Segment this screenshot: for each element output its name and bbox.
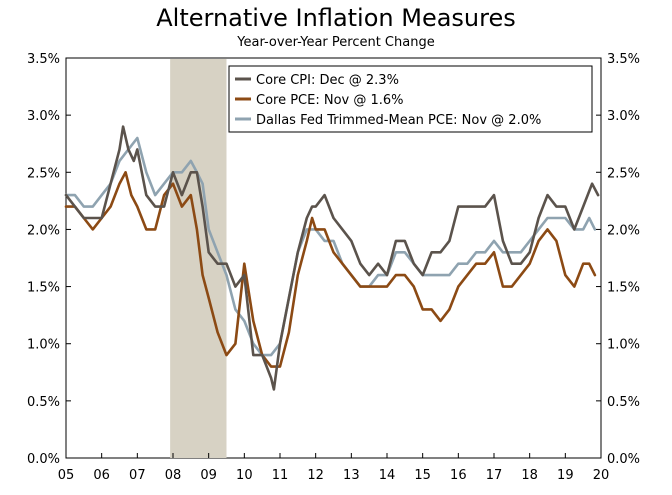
recession-shading: [170, 59, 227, 458]
y-tick-label-left: 1.0%: [27, 338, 60, 353]
x-tick-label: 18: [521, 468, 538, 483]
y-tick-label-left: 3.0%: [27, 109, 60, 124]
y-tick-label-right: 1.0%: [607, 338, 640, 353]
chart-title: Alternative Inflation Measures: [156, 4, 516, 32]
x-tick-label: 08: [165, 468, 182, 483]
y-tick-label-right: 0.0%: [607, 452, 640, 467]
x-tick-label: 06: [93, 468, 110, 483]
x-tick-label: 15: [414, 468, 431, 483]
y-tick-label-right: 0.5%: [607, 395, 640, 410]
y-tick-label-right: 2.5%: [607, 166, 640, 181]
x-tick-label: 13: [343, 468, 360, 483]
axis-layer: 0.0% 0.0% 0.5% 0.5% 1.0% 1.0% 1.5% 1.5% 2.0% 2.0%…: [27, 52, 640, 483]
y-tick-label-right: 2.0%: [607, 223, 640, 238]
legend-label-1: Core PCE: Nov @ 1.6%: [256, 93, 404, 108]
series-layer: [64, 125, 600, 391]
x-tick-label: 12: [307, 468, 324, 483]
y-tick-label-right: 3.0%: [607, 109, 640, 124]
series-line-1: [64, 171, 597, 368]
y-tick-label-right: 1.5%: [607, 281, 640, 296]
x-tick-label: 20: [593, 468, 610, 483]
y-tick-label-left: 2.0%: [27, 223, 60, 238]
y-tick-label-left: 2.5%: [27, 166, 60, 181]
legend-label-2: Dallas Fed Trimmed-Mean PCE: Nov @ 2.0%: [256, 113, 541, 128]
y-tick-label-left: 0.5%: [27, 395, 60, 410]
chart-subtitle: Year-over-Year Percent Change: [237, 35, 435, 50]
x-tick-label: 16: [450, 468, 467, 483]
x-tick-label: 19: [557, 468, 574, 483]
recession-shading-layer: [170, 59, 227, 458]
plot-area: [65, 57, 602, 459]
y-tick-label-left: 1.5%: [27, 281, 60, 296]
y-tick-label-left: 0.0%: [27, 452, 60, 467]
legend: Core CPI: Dec @ 2.3% Core PCE: Nov @ 1.6%…: [228, 65, 593, 133]
x-tick-label: 09: [200, 468, 217, 483]
series-line-0: [64, 125, 600, 391]
y-tick-label-right: 3.5%: [607, 52, 640, 67]
legend-label-0: Core CPI: Dec @ 2.3%: [256, 73, 399, 88]
x-tick-label: 11: [272, 468, 289, 483]
legend-box: [228, 65, 593, 133]
x-tick-label: 07: [129, 468, 146, 483]
x-tick-label: 17: [486, 468, 503, 483]
x-tick-label: 10: [236, 468, 253, 483]
x-tick-label: 14: [379, 468, 396, 483]
x-tick-label: 05: [58, 468, 75, 483]
y-tick-label-left: 3.5%: [27, 52, 60, 67]
